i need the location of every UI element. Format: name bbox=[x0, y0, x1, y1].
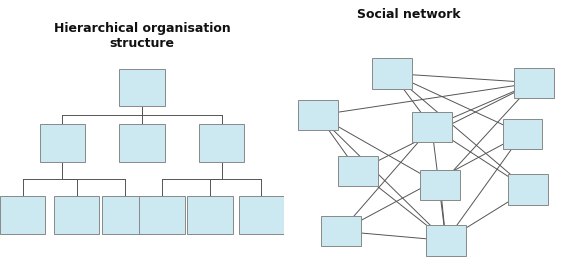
Text: Hierarchical organisation
structure: Hierarchical organisation structure bbox=[53, 22, 231, 50]
FancyBboxPatch shape bbox=[420, 170, 460, 200]
FancyBboxPatch shape bbox=[321, 216, 361, 246]
FancyBboxPatch shape bbox=[412, 112, 452, 142]
FancyBboxPatch shape bbox=[239, 197, 284, 234]
FancyBboxPatch shape bbox=[119, 124, 165, 162]
FancyBboxPatch shape bbox=[199, 124, 244, 162]
FancyBboxPatch shape bbox=[40, 124, 85, 162]
FancyBboxPatch shape bbox=[139, 197, 185, 234]
FancyBboxPatch shape bbox=[514, 68, 554, 98]
Text: Social network: Social network bbox=[357, 8, 461, 21]
FancyBboxPatch shape bbox=[298, 100, 338, 130]
FancyBboxPatch shape bbox=[102, 197, 148, 234]
FancyBboxPatch shape bbox=[503, 119, 542, 149]
FancyBboxPatch shape bbox=[426, 225, 466, 256]
FancyBboxPatch shape bbox=[0, 197, 45, 234]
FancyBboxPatch shape bbox=[372, 58, 412, 88]
FancyBboxPatch shape bbox=[54, 197, 99, 234]
FancyBboxPatch shape bbox=[119, 69, 165, 106]
FancyBboxPatch shape bbox=[187, 197, 233, 234]
FancyBboxPatch shape bbox=[508, 174, 548, 204]
FancyBboxPatch shape bbox=[338, 156, 378, 186]
